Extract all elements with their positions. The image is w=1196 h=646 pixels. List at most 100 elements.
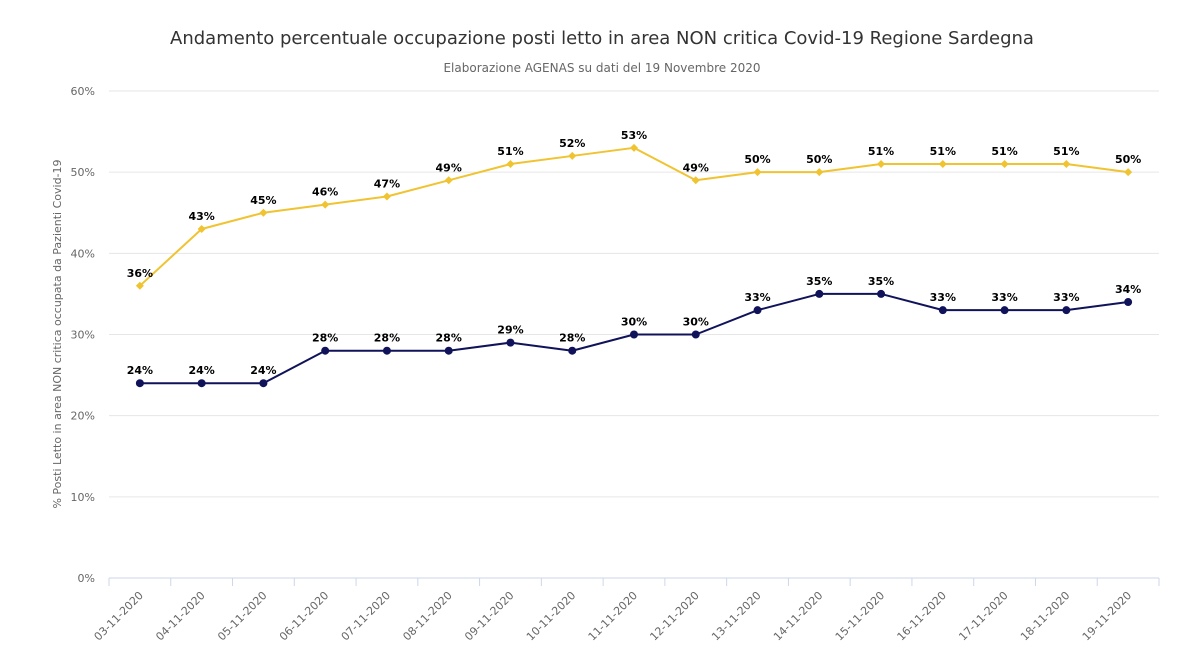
data-point[interactable] [877, 160, 886, 169]
y-tick-label: 50% [71, 166, 95, 179]
series-line [138, 146, 1130, 287]
data-label: 24% [188, 364, 214, 377]
data-point[interactable] [197, 224, 206, 233]
x-tick-label: 17-11-2020 [956, 589, 1010, 643]
data-point[interactable] [568, 151, 577, 160]
series-line [138, 292, 1130, 385]
data-point[interactable] [259, 208, 268, 217]
data-point[interactable] [1062, 160, 1071, 169]
x-tick-label: 05-11-2020 [215, 589, 269, 643]
gridlines [109, 90, 1159, 579]
data-label: 43% [188, 210, 214, 223]
y-tick-label: 10% [71, 491, 95, 504]
data-label: 51% [930, 145, 956, 158]
data-label: 53% [621, 129, 647, 142]
x-tick-label: 18-11-2020 [1018, 589, 1072, 643]
x-tick-label: 10-11-2020 [524, 589, 578, 643]
x-tick-label: 19-11-2020 [1080, 589, 1134, 643]
chart-subtitle: Elaborazione AGENAS su dati del 19 Novem… [443, 61, 760, 75]
data-point[interactable] [506, 160, 515, 169]
data-label: 33% [744, 291, 770, 304]
x-tick-label: 14-11-2020 [771, 589, 825, 643]
data-point[interactable] [382, 192, 391, 201]
data-labels: 36% 43% 45% 46% 47% 49% 51% 52% 53% 49% 50% 50% 51% 5… [127, 129, 1142, 377]
x-tick-label: 07-11-2020 [339, 589, 393, 643]
x-tick-label: 11-11-2020 [586, 589, 640, 643]
data-point[interactable] [1000, 160, 1009, 169]
data-point[interactable] [444, 346, 453, 355]
x-axis-ticks: 03-11-2020 04-11-2020 05-11-2020 06-11-2020… [92, 578, 1160, 643]
data-point[interactable] [259, 379, 268, 388]
data-point[interactable] [506, 338, 515, 347]
series-group [135, 143, 1133, 388]
data-point[interactable] [753, 168, 762, 177]
data-label: 52% [559, 137, 585, 150]
x-tick-label: 03-11-2020 [92, 589, 146, 643]
data-point[interactable] [938, 160, 947, 169]
data-label: 29% [497, 324, 523, 337]
data-label: 35% [868, 275, 894, 288]
data-point[interactable] [1124, 168, 1133, 177]
data-label: 36% [127, 267, 153, 280]
data-point[interactable] [938, 306, 947, 315]
data-point[interactable] [1062, 306, 1071, 315]
x-tick-label: 13-11-2020 [709, 589, 763, 643]
data-point[interactable] [630, 143, 638, 152]
data-label: 24% [250, 364, 276, 377]
x-tick-label: 08-11-2020 [400, 589, 454, 643]
data-label: 47% [374, 178, 400, 191]
data-label: 30% [683, 316, 709, 329]
x-tick-label: 04-11-2020 [153, 589, 207, 643]
data-label: 33% [991, 291, 1017, 304]
data-label: 33% [1053, 291, 1079, 304]
data-label: 49% [436, 161, 462, 174]
series-1 [135, 143, 1133, 290]
x-tick-label: 15-11-2020 [833, 589, 887, 643]
data-label: 45% [250, 194, 276, 207]
x-tick-label: 16-11-2020 [895, 589, 949, 643]
y-axis-label: % Posti Letto in area NON critica occupa… [51, 159, 64, 508]
data-label: 30% [621, 316, 647, 329]
data-label: 50% [744, 153, 770, 166]
data-label: 51% [868, 145, 894, 158]
data-label: 35% [806, 275, 832, 288]
data-point[interactable] [1000, 306, 1009, 315]
data-point[interactable] [444, 176, 453, 185]
data-point[interactable] [815, 168, 824, 177]
data-point[interactable] [753, 306, 762, 315]
data-point[interactable] [691, 330, 700, 339]
y-tick-label: 40% [71, 247, 95, 260]
data-label: 28% [436, 332, 462, 345]
data-label: 28% [312, 332, 338, 345]
data-label: 24% [127, 364, 153, 377]
data-point[interactable] [197, 379, 206, 388]
data-point[interactable] [135, 379, 144, 388]
data-point[interactable] [382, 346, 391, 355]
y-tick-label: 20% [71, 410, 95, 423]
data-label: 49% [683, 161, 709, 174]
data-label: 50% [806, 153, 832, 166]
data-label: 51% [497, 145, 523, 158]
data-label: 51% [1053, 145, 1079, 158]
data-point[interactable] [568, 346, 577, 355]
data-label: 34% [1115, 283, 1141, 296]
data-point[interactable] [691, 176, 700, 185]
data-point[interactable] [321, 346, 330, 355]
data-point[interactable] [815, 289, 824, 298]
data-point[interactable] [877, 289, 886, 298]
data-label: 51% [991, 145, 1017, 158]
data-label: 33% [930, 291, 956, 304]
x-tick-label: 09-11-2020 [462, 589, 516, 643]
data-point[interactable] [630, 330, 638, 339]
data-point[interactable] [135, 281, 144, 290]
y-axis-ticks: 0% 10% 20% 30% 40% 50% 60% [71, 85, 95, 585]
series-2 [135, 289, 1133, 388]
data-label: 46% [312, 186, 338, 199]
data-point[interactable] [1124, 298, 1133, 307]
data-label: 28% [559, 332, 585, 345]
chart-title: Andamento percentuale occupazione posti … [170, 28, 1034, 49]
data-point[interactable] [321, 200, 330, 209]
data-label: 28% [374, 332, 400, 345]
